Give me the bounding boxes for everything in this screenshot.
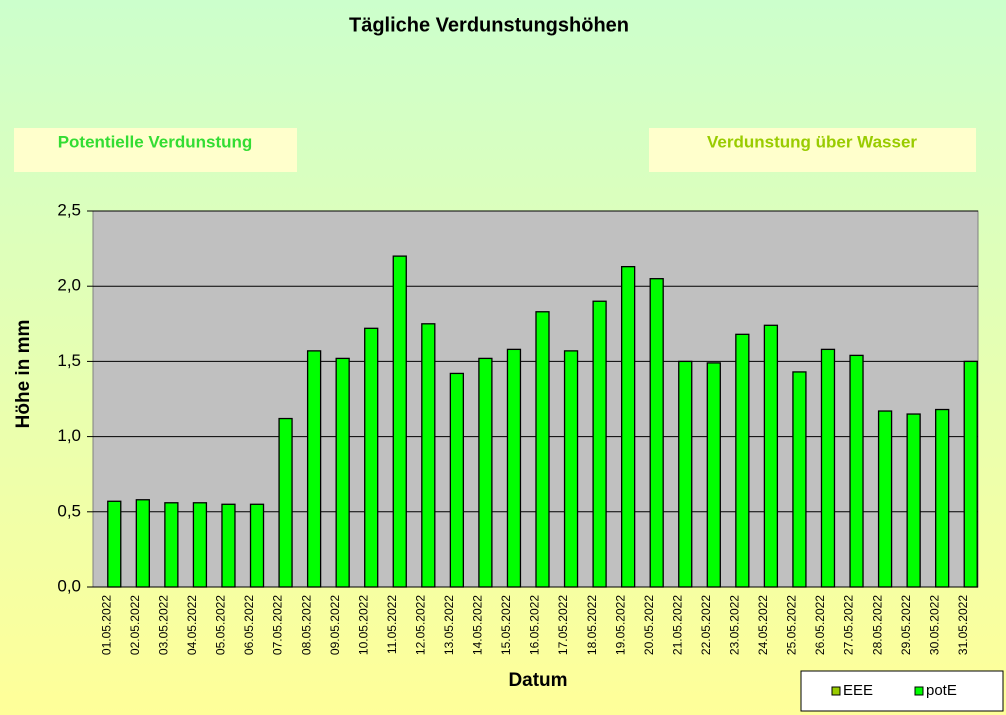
y-tick-label: 2,5 <box>57 200 81 219</box>
bar <box>306 350 322 588</box>
x-tick-label: 24.05.2022 <box>756 595 770 655</box>
x-tick-label: 27.05.2022 <box>842 595 856 655</box>
y-tick-label: 1,0 <box>57 426 81 445</box>
x-tick-label: 28.05.2022 <box>870 595 884 655</box>
x-tick-label: 19.05.2022 <box>613 595 627 655</box>
x-tick-label: 02.05.2022 <box>128 595 142 655</box>
bar <box>164 502 179 588</box>
bar <box>820 348 836 588</box>
x-tick-label: 15.05.2022 <box>499 595 513 655</box>
x-tick-label: 08.05.2022 <box>299 595 313 655</box>
bar <box>735 333 750 588</box>
bar <box>335 357 350 588</box>
y-axis-title: Höhe in mm <box>13 320 34 429</box>
bar <box>249 503 265 588</box>
bar <box>107 500 122 588</box>
x-tick-label: 20.05.2022 <box>642 595 656 655</box>
x-tick-label: 06.05.2022 <box>242 595 256 655</box>
bar <box>192 502 208 588</box>
x-tick-label: 29.05.2022 <box>899 595 913 655</box>
legend <box>800 670 1004 712</box>
bar <box>278 417 293 588</box>
legend-label: potE <box>926 682 957 699</box>
x-tick-label: 09.05.2022 <box>328 595 342 655</box>
x-tick-label: 05.05.2022 <box>214 595 228 655</box>
bar <box>620 265 636 588</box>
y-tick-label: 0,5 <box>57 501 81 520</box>
x-axis-title: Datum <box>508 670 567 691</box>
bar <box>449 372 465 588</box>
x-tick-label: 13.05.2022 <box>442 595 456 655</box>
bar <box>678 360 693 588</box>
y-tick-label: 1,5 <box>57 351 81 370</box>
bar <box>706 362 721 588</box>
bar <box>478 357 493 588</box>
x-tick-label: 26.05.2022 <box>813 595 827 655</box>
legend-label: EEE <box>843 682 873 699</box>
bar <box>935 408 950 588</box>
bar <box>877 410 893 588</box>
bar <box>563 350 579 588</box>
x-tick-label: 25.05.2022 <box>785 595 799 655</box>
annotation-box <box>649 128 976 172</box>
bar <box>592 300 607 588</box>
annotation-box <box>14 128 297 172</box>
x-tick-label: 31.05.2022 <box>956 595 970 655</box>
annotation: Verdunstung über Wasser <box>707 132 917 151</box>
x-tick-label: 10.05.2022 <box>356 595 370 655</box>
legend-swatch <box>914 686 924 696</box>
x-tick-label: 11.05.2022 <box>385 595 399 654</box>
x-tick-label: 04.05.2022 <box>185 595 199 655</box>
x-tick-label: 03.05.2022 <box>157 595 171 655</box>
annotation: Potentielle Verdunstung <box>58 132 253 151</box>
x-tick-label: 21.05.2022 <box>670 595 684 655</box>
x-tick-label: 22.05.2022 <box>699 595 713 655</box>
y-tick-label: 0,0 <box>57 576 81 595</box>
bar <box>763 324 779 588</box>
bar <box>792 371 807 588</box>
x-tick-label: 23.05.2022 <box>728 595 742 655</box>
x-tick-label: 30.05.2022 <box>927 595 941 655</box>
x-tick-label: 18.05.2022 <box>585 595 599 655</box>
bar <box>135 499 150 588</box>
bar <box>506 348 522 588</box>
chart-title: Tägliche Verdunstungshöhen <box>349 14 629 36</box>
bar <box>849 354 864 588</box>
bar <box>535 311 550 588</box>
legend-swatch <box>831 686 841 696</box>
bar <box>906 413 921 588</box>
bar <box>649 278 664 588</box>
x-tick-label: 12.05.2022 <box>413 595 427 655</box>
bar <box>392 255 407 588</box>
bar <box>364 327 379 588</box>
x-tick-label: 01.05.2022 <box>99 595 113 655</box>
bar <box>221 503 236 588</box>
x-tick-label: 16.05.2022 <box>528 595 542 655</box>
bar <box>421 323 436 588</box>
bar <box>963 360 978 588</box>
x-tick-label: 07.05.2022 <box>271 595 285 655</box>
x-tick-label: 17.05.2022 <box>556 595 570 655</box>
x-tick-label: 14.05.2022 <box>471 595 485 655</box>
y-tick-label: 2,0 <box>57 276 81 295</box>
